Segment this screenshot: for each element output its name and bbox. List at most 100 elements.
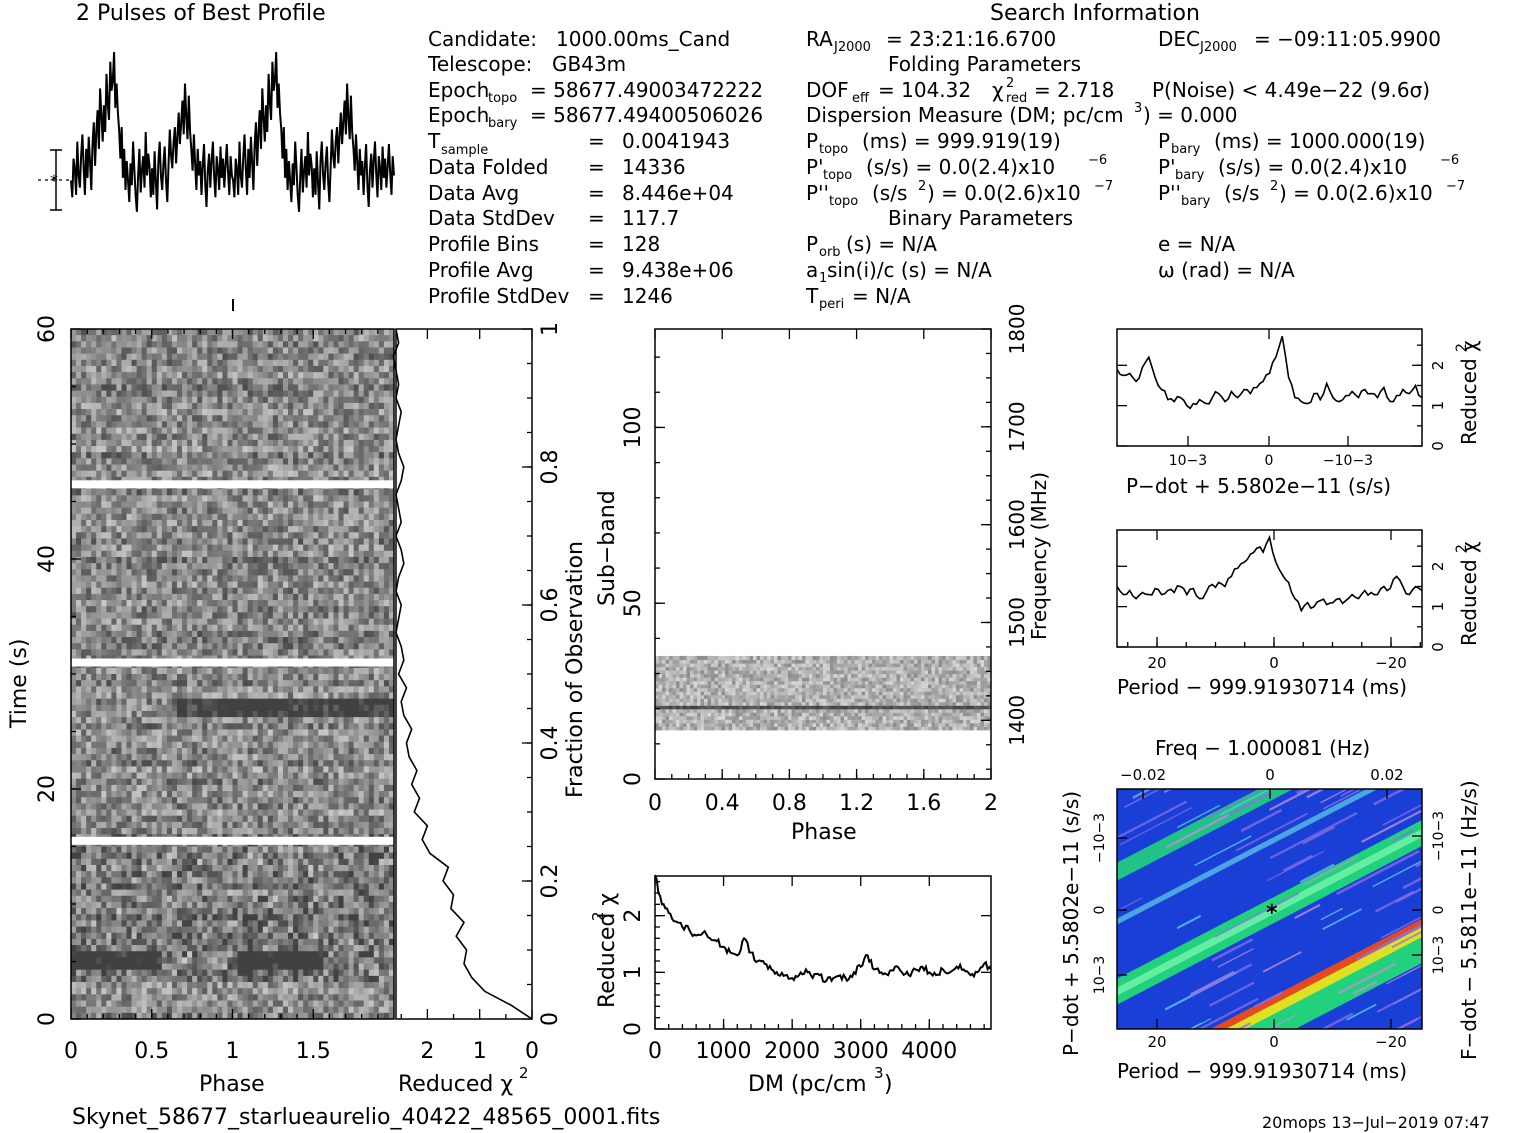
dof-label: DOF — [806, 78, 849, 102]
time-phase-cell — [313, 538, 319, 546]
time-phase-cell — [272, 735, 279, 743]
time-phase-cell — [197, 778, 203, 786]
time-phase-cell — [353, 569, 360, 577]
time-phase-cell — [308, 433, 314, 441]
time-phase-cell — [136, 347, 143, 355]
time-phase-cell — [267, 359, 274, 367]
time-phase-cell — [303, 446, 309, 453]
time-phase-cell — [197, 563, 203, 570]
time-phase-cell — [267, 563, 274, 570]
time-phase-cell — [333, 754, 340, 761]
time-phase-cell — [71, 581, 77, 589]
time-phase-cell — [151, 421, 158, 429]
time-phase-cell — [217, 390, 224, 398]
time-phase-cell — [101, 735, 107, 743]
time-phase-cell — [161, 581, 168, 589]
time-phase-cell — [338, 519, 345, 527]
time-phase-cell — [106, 624, 112, 632]
time-phase-cell — [267, 538, 274, 546]
time-phase-cell — [81, 396, 87, 404]
time-phase-cell — [197, 630, 203, 638]
time-phase-cell — [121, 390, 128, 398]
time-phase-cell — [368, 643, 375, 650]
time-phase-cell — [116, 402, 123, 410]
time-phase-cell — [333, 507, 340, 515]
time-phase-cell — [161, 464, 168, 472]
time-phase-cell — [308, 544, 314, 552]
time-phase-cell — [176, 501, 183, 509]
time-phase-cell — [383, 341, 390, 349]
time-phase-cell — [333, 341, 340, 349]
time-phase-cell — [373, 717, 380, 724]
time-phase-cell — [262, 698, 269, 706]
time-phase-cell — [217, 556, 224, 564]
time-phase-cell — [101, 421, 107, 429]
time-phase-cell — [313, 587, 319, 595]
time-phase-cell — [328, 704, 335, 712]
time-phase-cell — [121, 618, 128, 626]
time-phase-cell — [197, 674, 203, 681]
time-phase-cell — [303, 630, 309, 638]
time-phase-cell — [232, 476, 239, 484]
time-phase-cell — [368, 513, 375, 521]
time-phase-cell — [323, 593, 329, 601]
time-phase-cell — [86, 556, 92, 564]
time-phase-cell — [86, 710, 92, 718]
time-phase-cell — [146, 519, 153, 527]
time-phase-cell — [151, 507, 158, 515]
time-phase-cell — [131, 741, 138, 749]
time-phase-cell — [298, 729, 304, 737]
time-phase-cell — [202, 797, 208, 804]
time-phase-cell — [187, 556, 193, 564]
time-phase-cell — [111, 513, 118, 521]
time-phase-cell — [126, 612, 133, 620]
time-phase-cell — [176, 674, 183, 681]
time-phase-cell — [237, 741, 244, 749]
time-phase-cell — [116, 674, 123, 681]
time-phase-cell — [298, 495, 304, 503]
time-phase-cell — [282, 569, 289, 577]
time-phase-cell — [232, 710, 239, 718]
time-phase-cell — [388, 729, 394, 737]
time-phase-cell — [323, 396, 329, 404]
time-phase-cell — [227, 575, 234, 583]
time-phase-cell — [202, 550, 208, 558]
time-phase-cell — [141, 507, 148, 515]
time-phase-cell — [333, 470, 340, 478]
time-phase-cell — [86, 427, 92, 435]
time-phase-cell — [222, 421, 229, 429]
time-phase-cell — [182, 378, 188, 386]
time-phase-cell — [343, 778, 350, 786]
time-phase-cell — [71, 729, 77, 737]
time-phase-cell — [237, 729, 244, 737]
time-phase-cell — [121, 372, 128, 379]
time-phase-cell — [318, 495, 324, 503]
time-phase-cell — [156, 797, 163, 804]
time-phase-cell — [247, 550, 254, 558]
time-phase-cell — [368, 446, 375, 453]
time-phase-cell — [161, 704, 168, 712]
time-phase-cell — [182, 630, 188, 638]
time-phase-cell — [207, 760, 213, 768]
time-phase-cell — [308, 735, 314, 743]
time-phase-cell — [358, 563, 365, 570]
time-phase-cell — [171, 563, 178, 570]
time-phase-cell — [358, 618, 365, 626]
time-phase-cell — [232, 766, 239, 774]
time-phase-cell — [207, 526, 213, 533]
time-phase-cell — [353, 335, 360, 342]
time-phase-cell — [368, 674, 375, 681]
time-phase-cell — [358, 347, 365, 355]
time-phase-cell — [116, 600, 123, 607]
time-phase-cell — [353, 735, 360, 743]
time-phase-cell — [166, 630, 173, 638]
time-phase-cell — [151, 710, 158, 718]
time-phase-cell — [171, 470, 178, 478]
time-phase-cell — [227, 464, 234, 472]
time-phase-cell — [171, 686, 178, 694]
time-phase-cell — [373, 593, 380, 601]
time-phase-cell — [293, 427, 299, 435]
time-phase-cell — [202, 532, 208, 540]
time-phase-cell — [131, 630, 138, 638]
time-phase-cell — [348, 427, 355, 435]
